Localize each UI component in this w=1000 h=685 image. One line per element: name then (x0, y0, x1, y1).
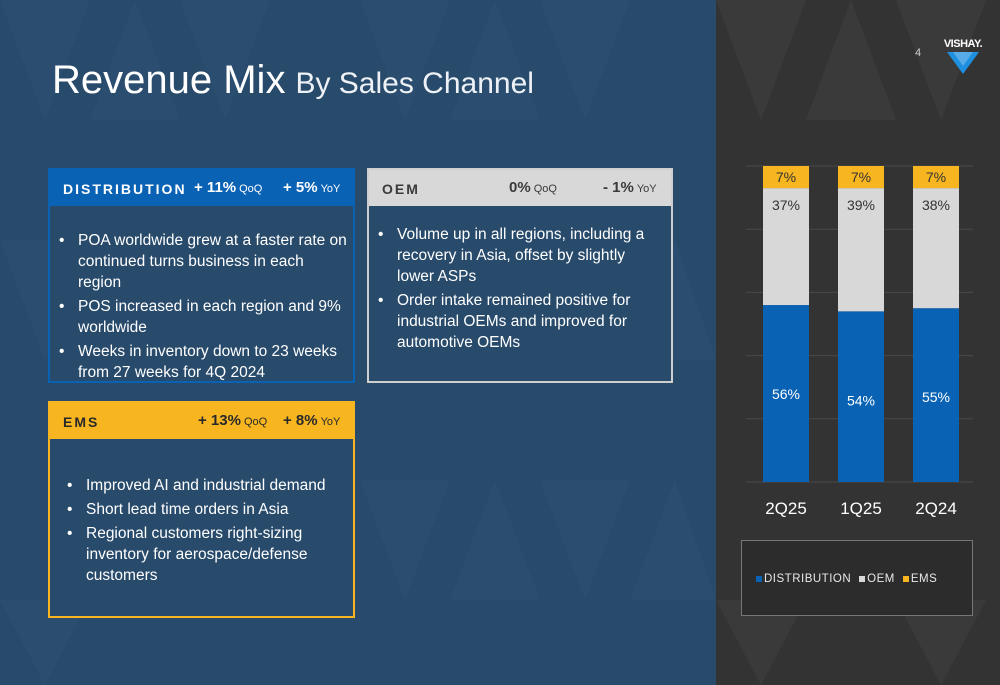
distribution-qoq: + 11% QoQ (194, 179, 262, 197)
distribution-qoq-unit: QoQ (239, 183, 263, 195)
slide-title: Revenue Mix By Sales Channel (52, 58, 534, 103)
bar-segment-distribution (838, 311, 884, 482)
distribution-bullets: • POA worldwide grew at a faster rate on … (54, 230, 350, 386)
distribution-title: DISTRIBUTION (63, 181, 187, 197)
page-number: 4 (915, 47, 922, 59)
distribution-panel: DISTRIBUTION + 11% QoQ + 5% YoY • POA world… (48, 168, 355, 383)
data-label: 54% (847, 392, 875, 408)
bullet-text: Weeks in inventory down to 23 weeks from… (78, 343, 338, 381)
list-item: • Regional customers right-sizing invento… (67, 525, 308, 584)
oem-qoq: 0% QoQ (509, 179, 557, 197)
revenue-mix-chart: 56% 37% 7% 2Q25 54% 39% 7% 1Q25 55% 38% 7% 2Q24 (746, 165, 973, 518)
bar-segment-distribution (763, 305, 809, 482)
bullet-text: Improved AI and industrial demand (86, 477, 326, 494)
data-label: 7% (926, 169, 946, 185)
data-label: 55% (922, 389, 950, 405)
triangle-pattern-background-dark (716, 0, 986, 685)
ems-qoq-value: + 13% (198, 412, 241, 429)
x-tick-label: 2Q24 (915, 499, 957, 518)
distribution-qoq-value: + 11% (194, 179, 237, 196)
list-item: • POA worldwide grew at a faster rate on … (59, 232, 347, 291)
ems-bullets: • Improved AI and industrial demand • Shor… (62, 475, 342, 589)
oem-panel: OEM 0% QoQ - 1% YoY • Volume up in all regi… (367, 168, 673, 383)
bullet-text: Order intake remained positive for indus… (397, 292, 631, 351)
title-subtitle: By Sales Channel (295, 67, 534, 100)
distribution-yoy-value: + 5% (283, 179, 318, 196)
data-label: 56% (772, 386, 800, 402)
bar-segment-ems (913, 166, 959, 189)
legend-item-distribution: DISTRIBUTION (756, 573, 851, 585)
oem-title: OEM (382, 181, 420, 197)
bar-segment-ems (763, 166, 809, 189)
chart-legend: DISTRIBUTION OEM EMS (741, 540, 973, 616)
list-item: • Short lead time orders in Asia (67, 501, 289, 518)
legend-items: DISTRIBUTION OEM EMS (756, 573, 945, 585)
ems-yoy: + 8% YoY (283, 412, 340, 430)
list-item: • POS increased in each region and 9% wor… (59, 298, 341, 336)
ems-yoy-unit: YoY (320, 416, 341, 428)
ems-title: EMS (63, 414, 100, 430)
legend-swatch (902, 575, 909, 582)
ems-qoq: + 13% QoQ (198, 412, 267, 430)
data-label: 7% (851, 169, 871, 185)
list-item: • Improved AI and industrial demand (67, 477, 326, 494)
ems-header: EMS + 13% QoQ + 8% YoY (50, 403, 353, 439)
legend-item-ems: EMS (902, 573, 938, 585)
distribution-header: DISTRIBUTION + 11% QoQ + 5% YoY (50, 170, 353, 206)
bullet-text: POA worldwide grew at a faster rate on c… (78, 232, 347, 291)
bar-segment-oem (763, 188, 809, 306)
bullet-text: Regional customers right-sizing inventor… (86, 525, 308, 584)
legend-swatch (859, 575, 866, 582)
oem-yoy-value: - 1% (603, 179, 634, 196)
oem-yoy: - 1% YoY (603, 179, 657, 197)
data-label: 39% (847, 197, 875, 213)
data-label: 7% (776, 169, 796, 185)
legend-item-oem: OEM (859, 573, 895, 585)
data-label: 38% (922, 197, 950, 213)
bullet-text: Volume up in all regions, including a re… (397, 226, 645, 285)
title-main: Revenue Mix (52, 58, 286, 102)
ems-qoq-unit: QoQ (243, 416, 268, 428)
legend-label: EMS (910, 573, 938, 585)
list-item: • Order intake remained positive for indu… (378, 292, 631, 351)
ems-panel: EMS + 13% QoQ + 8% YoY • Improved AI and in… (48, 401, 355, 618)
bar-segment-ems (838, 166, 884, 189)
oem-yoy-unit: YoY (636, 183, 657, 195)
logo-triangle-icon (947, 52, 979, 74)
legend-label: DISTRIBUTION (764, 573, 852, 585)
oem-header: OEM 0% QoQ - 1% YoY (369, 170, 671, 206)
bullet-text: Short lead time orders in Asia (86, 501, 289, 518)
distribution-yoy-unit: YoY (320, 183, 341, 195)
bullet-text: POS increased in each region and 9% worl… (78, 298, 341, 336)
x-tick-label: 1Q25 (840, 499, 882, 518)
data-label: 37% (772, 197, 800, 213)
list-item: • Weeks in inventory down to 23 weeks fro… (59, 343, 338, 381)
oem-qoq-unit: QoQ (533, 183, 557, 195)
legend-swatch (756, 575, 762, 582)
vishay-logo: VISHAY. (942, 38, 984, 76)
legend-label: OEM (867, 573, 895, 585)
list-item: • Volume up in all regions, including a r… (378, 226, 645, 285)
oem-bullets: • Volume up in all regions, including a r… (373, 224, 663, 356)
ems-yoy-value: + 8% (283, 412, 318, 429)
oem-qoq-value: 0% (509, 179, 531, 196)
distribution-yoy: + 5% YoY (283, 179, 340, 197)
bar-segment-oem (913, 188, 959, 309)
x-tick-label: 2Q25 (765, 499, 807, 518)
bar-segment-oem (838, 188, 884, 312)
bar-segment-distribution (913, 308, 959, 482)
logo-wordmark: VISHAY. (943, 38, 983, 50)
